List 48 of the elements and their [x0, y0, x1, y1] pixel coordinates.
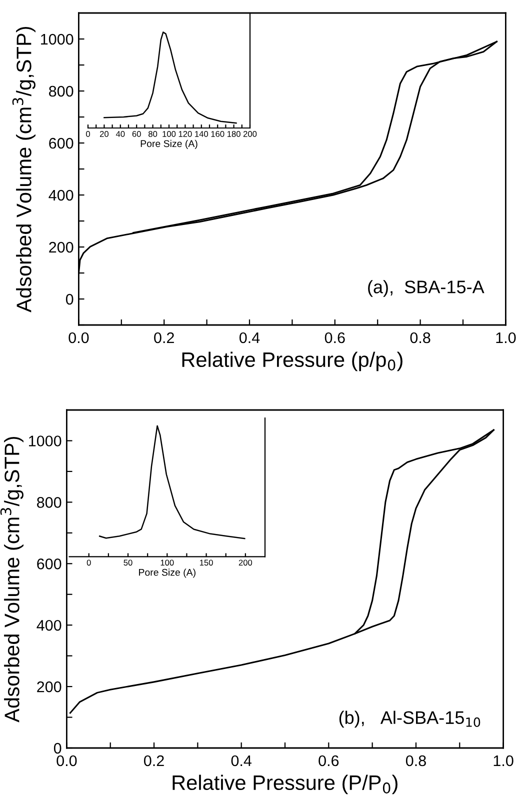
y-tick-label: 0: [66, 294, 74, 305]
x-axis-title: Relative Pressure (p/p$_{0}$): [182, 352, 402, 372]
x-tick-label: 0.0: [56, 755, 77, 766]
x-tick-label: 0.2: [154, 332, 174, 344]
x-tick-label: 1.0: [494, 755, 514, 766]
x-tick-label: 0.8: [410, 332, 430, 344]
x-tick-label: 0.4: [231, 755, 252, 766]
x-tick-label: 80: [148, 131, 158, 137]
y-tick-label: 1000: [41, 34, 74, 45]
x-axis-title: Pore Size (A): [140, 140, 198, 149]
x-tick-label: 100: [162, 131, 176, 137]
x-tick-label: 60: [132, 131, 141, 137]
x-tick-label: 0: [86, 131, 90, 137]
y-tick-label: 200: [37, 681, 62, 692]
annotation: (b), Al-SBA-15$_{10}$: [339, 710, 480, 728]
x-tick-label: 0.8: [406, 755, 426, 766]
x-tick-label: 0.6: [318, 755, 339, 766]
x-tick-label: 40: [116, 131, 125, 137]
y-tick-label: 1000: [29, 436, 62, 446]
x-tick-label: 140: [195, 131, 208, 137]
x-tick-label: 100: [160, 560, 174, 566]
x-tick-label: 0.4: [239, 332, 260, 344]
x-tick-label: 180: [227, 131, 240, 137]
x-tick-label: 0.0: [68, 332, 89, 344]
x-tick-label: 0.2: [144, 755, 164, 766]
annotation: (a), SBA-15-A: [368, 280, 484, 297]
y-tick-label: 600: [49, 138, 74, 149]
y-tick-label: 800: [37, 497, 62, 508]
x-tick-label: 200: [238, 560, 252, 566]
y-axis-title: Adsorbed Volume (cm$^{3}$/g,STP): [0, 436, 24, 722]
x-axis-title: Relative Pressure (P/P$_{0}$): [172, 774, 398, 794]
y-tick-label: 800: [49, 86, 74, 97]
x-tick-label: 200: [243, 131, 257, 137]
y-tick-label: 400: [36, 620, 62, 631]
x-tick-label: 50: [124, 560, 132, 566]
y-tick-label: 200: [49, 242, 74, 253]
x-tick-label: 120: [178, 131, 192, 137]
y-tick-label: 400: [48, 190, 74, 201]
x-tick-label: 20: [100, 131, 109, 137]
x-tick-label: 0: [86, 560, 91, 566]
x-tick-label: 160: [211, 131, 224, 137]
x-tick-label: 0.6: [324, 332, 345, 344]
x-tick-label: 1.0: [496, 332, 516, 344]
x-tick-label: 150: [200, 560, 213, 566]
x-axis-title: Pore Size (A): [139, 568, 196, 578]
y-axis-title: Adsorbed Volume (cm$^{3}$/g,STP): [12, 26, 36, 312]
y-tick-label: 600: [37, 558, 62, 570]
y-tick-label: 0: [54, 742, 62, 754]
